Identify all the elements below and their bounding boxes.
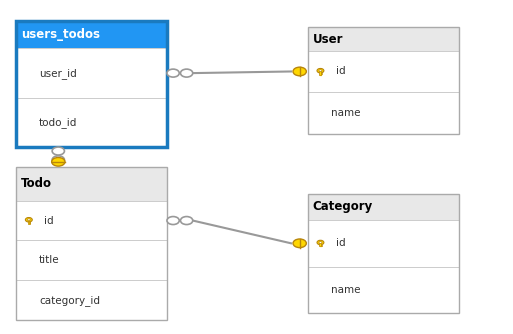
Circle shape: [26, 217, 32, 222]
Bar: [29, 222, 30, 223]
Bar: [308, 27, 459, 134]
Text: title: title: [39, 255, 60, 265]
Text: todo_id: todo_id: [39, 117, 77, 128]
Bar: [308, 92, 459, 134]
Text: category_id: category_id: [39, 295, 100, 306]
Bar: [16, 240, 167, 280]
Text: name: name: [331, 108, 360, 118]
Bar: [308, 51, 459, 92]
Bar: [321, 245, 322, 246]
Bar: [28, 220, 30, 224]
Bar: [16, 98, 167, 147]
Circle shape: [52, 147, 65, 155]
Bar: [16, 201, 167, 240]
Circle shape: [319, 70, 322, 71]
Text: User: User: [313, 32, 343, 45]
Circle shape: [181, 216, 193, 224]
Circle shape: [293, 239, 306, 247]
Text: users_todos: users_todos: [21, 28, 100, 41]
Bar: [321, 73, 322, 74]
Circle shape: [317, 68, 324, 73]
Bar: [308, 220, 459, 313]
Bar: [308, 194, 459, 220]
Bar: [16, 280, 167, 320]
Bar: [16, 21, 167, 147]
Circle shape: [317, 240, 324, 245]
Text: name: name: [331, 285, 360, 295]
Circle shape: [52, 156, 65, 164]
Circle shape: [293, 67, 306, 76]
Circle shape: [52, 158, 65, 166]
Bar: [308, 27, 459, 51]
Bar: [16, 48, 167, 147]
Circle shape: [181, 69, 193, 77]
Text: id: id: [336, 66, 345, 76]
Bar: [16, 48, 167, 98]
Text: Category: Category: [313, 200, 373, 213]
Circle shape: [167, 216, 179, 224]
Text: Todo: Todo: [21, 177, 52, 190]
Bar: [308, 194, 459, 313]
Circle shape: [167, 69, 179, 77]
Bar: [308, 220, 459, 267]
Circle shape: [27, 219, 30, 221]
Bar: [308, 51, 459, 134]
Bar: [16, 21, 167, 48]
Text: id: id: [336, 238, 345, 248]
Text: id: id: [44, 215, 54, 225]
Bar: [320, 243, 322, 246]
Bar: [16, 167, 167, 320]
Bar: [16, 201, 167, 320]
Circle shape: [319, 241, 322, 243]
Text: user_id: user_id: [39, 68, 77, 78]
Bar: [320, 71, 322, 74]
Bar: [16, 167, 167, 201]
Bar: [308, 267, 459, 313]
